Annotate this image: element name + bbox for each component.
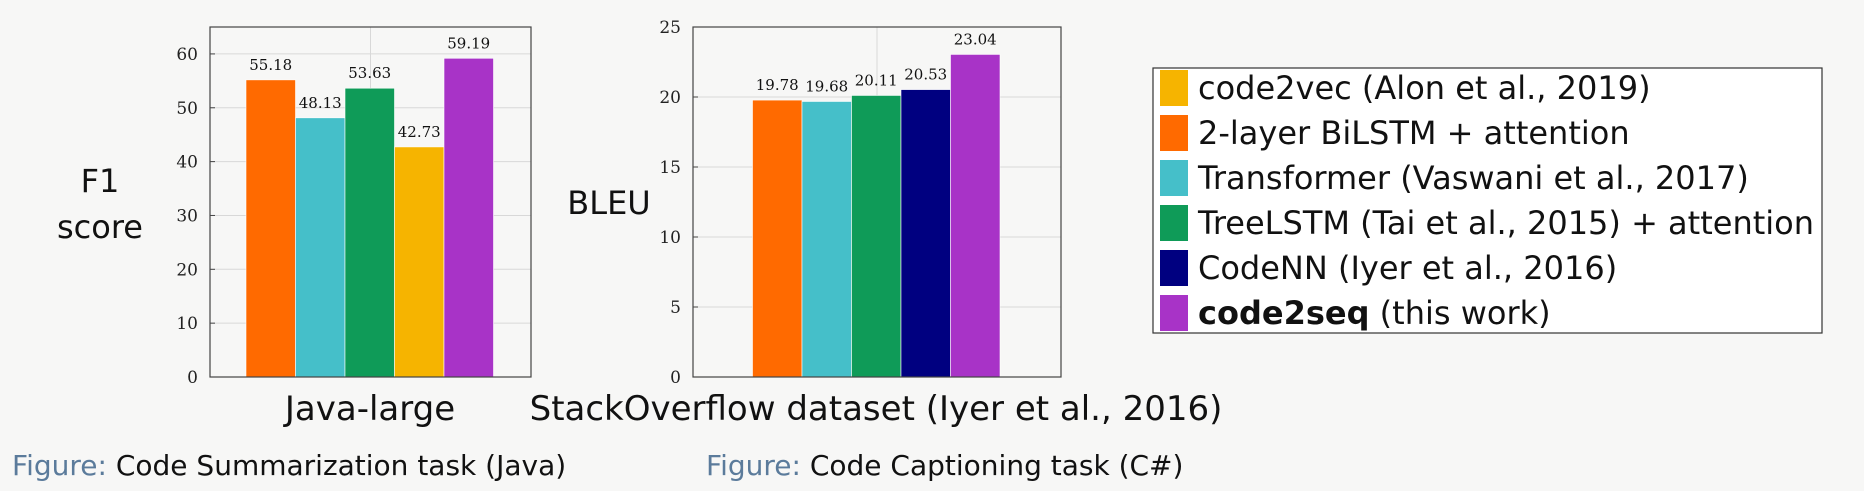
bar-code2seq — [950, 54, 1001, 378]
bar-code2seq — [443, 57, 494, 378]
caption-right: Figure: Code Captioning task (C#) — [706, 449, 1183, 482]
chart-stackoverflow-captioning: 0 5 10 15 20 25 19.78 19.68 20.11 20.53 23.04 BLE… — [530, 18, 1223, 429]
svg-text:Figure: Code Summarization tas: Figure: Code Summarization task (Java) — [12, 449, 566, 482]
y-tick-label: 0 — [670, 368, 681, 388]
data-label-codenn: 20.53 — [904, 66, 947, 84]
caption-left-text: Code Summarization task (Java) — [107, 449, 566, 482]
chart2-xlabel: StackOverflow dataset (Iyer et al., 2016… — [530, 389, 1223, 429]
chart2-ylabel: BLEU — [567, 184, 650, 222]
bar-bilstm — [752, 99, 803, 378]
legend-label-code2seq: code2seq (this work) — [1198, 294, 1551, 332]
y-tick-label: 25 — [659, 18, 681, 38]
data-label-bilstm: 19.78 — [756, 76, 799, 94]
y-tick-label: 10 — [176, 314, 198, 334]
bar-transformer — [295, 117, 346, 378]
legend-box — [1152, 67, 1823, 334]
bar-codenn — [900, 89, 951, 378]
y-tick-label: 5 — [670, 298, 681, 318]
chart1-ylabel-line2: score — [57, 208, 143, 246]
data-label-code2vec: 42.73 — [398, 123, 441, 141]
bar-code2vec — [394, 146, 445, 378]
chart2-frame — [692, 26, 1062, 378]
y-tick-label: 20 — [176, 260, 198, 280]
caption-left: Figure: Code Summarization task (Java) — [12, 449, 566, 482]
data-label-treelstm: 20.11 — [855, 71, 898, 89]
data-label-transformer: 19.68 — [805, 77, 848, 95]
legend-swatch-treelstm — [1160, 205, 1188, 241]
y-tick-label: 50 — [176, 99, 198, 119]
legend-label-codenn: CodeNN (Iyer et al., 2016) — [1198, 249, 1617, 287]
y-tick-label: 10 — [659, 228, 681, 248]
y-tick-label: 15 — [659, 158, 681, 178]
y-tick-label: 20 — [659, 88, 681, 108]
chart1-y-ticks: 0 10 20 30 40 50 60 — [176, 45, 215, 388]
svg-text:Figure: Code Captioning task (: Figure: Code Captioning task (C#) — [706, 449, 1183, 482]
bar-bilstm — [245, 79, 296, 378]
legend-label-code2vec: code2vec (Alon et al., 2019) — [1198, 69, 1651, 107]
bar-treelstm — [344, 87, 395, 378]
chart1-data-labels: 55.18 48.13 53.63 42.73 59.19 — [249, 34, 490, 141]
chart1-ylabel-line1: F1 — [81, 162, 120, 200]
legend-label-transformer: Transformer (Vaswani et al., 2017) — [1197, 159, 1749, 197]
legend-label-treelstm: TreeLSTM (Tai et al., 2015) + attention — [1197, 204, 1814, 242]
caption-right-prefix: Figure: — [706, 449, 801, 482]
legend-swatch-bilstm — [1160, 115, 1188, 151]
data-label-code2seq: 23.04 — [954, 30, 997, 48]
legend-swatch-code2vec — [1160, 70, 1188, 106]
chart2-bars — [752, 54, 1001, 378]
data-label-bilstm: 55.18 — [249, 56, 292, 74]
data-label-transformer: 48.13 — [299, 94, 342, 112]
caption-left-prefix: Figure: — [12, 449, 107, 482]
chart1-xlabel: Java-large — [283, 389, 455, 429]
chart2-data-labels: 19.78 19.68 20.11 20.53 23.04 — [756, 30, 997, 95]
bar-transformer — [801, 101, 852, 378]
y-tick-label: 0 — [187, 368, 198, 388]
y-tick-label: 40 — [176, 153, 198, 173]
chart1-bars — [245, 57, 494, 378]
legend-swatch-code2seq — [1160, 295, 1188, 331]
data-label-code2seq: 59.19 — [447, 34, 490, 52]
chart2-y-ticks: 0 5 10 15 20 25 — [659, 18, 698, 388]
legend: code2vec (Alon et al., 2019) 2-layer BiLS… — [1152, 67, 1823, 334]
y-tick-label: 30 — [176, 206, 198, 226]
data-label-treelstm: 53.63 — [348, 64, 391, 82]
chart1-frame — [209, 26, 532, 378]
legend-swatch-transformer — [1160, 160, 1188, 196]
bar-treelstm — [851, 95, 902, 378]
caption-right-text: Code Captioning task (C#) — [801, 449, 1184, 482]
legend-swatch-codenn — [1160, 250, 1188, 286]
legend-label-bilstm: 2-layer BiLSTM + attention — [1198, 114, 1630, 152]
y-tick-label: 60 — [176, 45, 198, 65]
